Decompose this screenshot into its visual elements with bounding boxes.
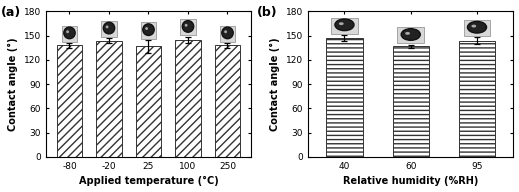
Bar <box>220 26 236 42</box>
Bar <box>215 46 240 157</box>
Ellipse shape <box>185 24 187 27</box>
Bar <box>398 27 424 43</box>
X-axis label: Applied temperature (°C): Applied temperature (°C) <box>78 176 218 186</box>
Y-axis label: Contact angle (°): Contact angle (°) <box>270 37 280 131</box>
Ellipse shape <box>471 25 476 28</box>
Text: (a): (a) <box>1 6 21 19</box>
Bar <box>96 41 122 157</box>
Bar <box>62 26 77 42</box>
Bar <box>464 20 490 36</box>
Ellipse shape <box>339 22 344 25</box>
Ellipse shape <box>405 32 410 35</box>
Ellipse shape <box>66 30 69 33</box>
Bar <box>57 46 83 157</box>
Ellipse shape <box>401 29 420 40</box>
Bar <box>101 21 117 37</box>
Bar <box>392 46 429 157</box>
Bar <box>141 22 156 39</box>
Ellipse shape <box>182 21 194 32</box>
Ellipse shape <box>103 22 115 34</box>
Ellipse shape <box>64 27 75 39</box>
Ellipse shape <box>224 30 227 33</box>
Ellipse shape <box>468 22 486 33</box>
Bar <box>135 46 161 157</box>
Text: (b): (b) <box>257 6 277 19</box>
Bar <box>459 41 495 157</box>
Ellipse shape <box>106 26 108 28</box>
Ellipse shape <box>222 27 233 39</box>
Ellipse shape <box>145 27 148 30</box>
Bar <box>326 38 363 157</box>
X-axis label: Relative humidity (%RH): Relative humidity (%RH) <box>343 176 479 186</box>
Y-axis label: Contact angle (°): Contact angle (°) <box>8 37 18 131</box>
Ellipse shape <box>335 19 354 31</box>
Ellipse shape <box>143 24 154 36</box>
Bar <box>180 19 196 35</box>
Bar <box>331 17 358 34</box>
Bar <box>175 40 201 157</box>
